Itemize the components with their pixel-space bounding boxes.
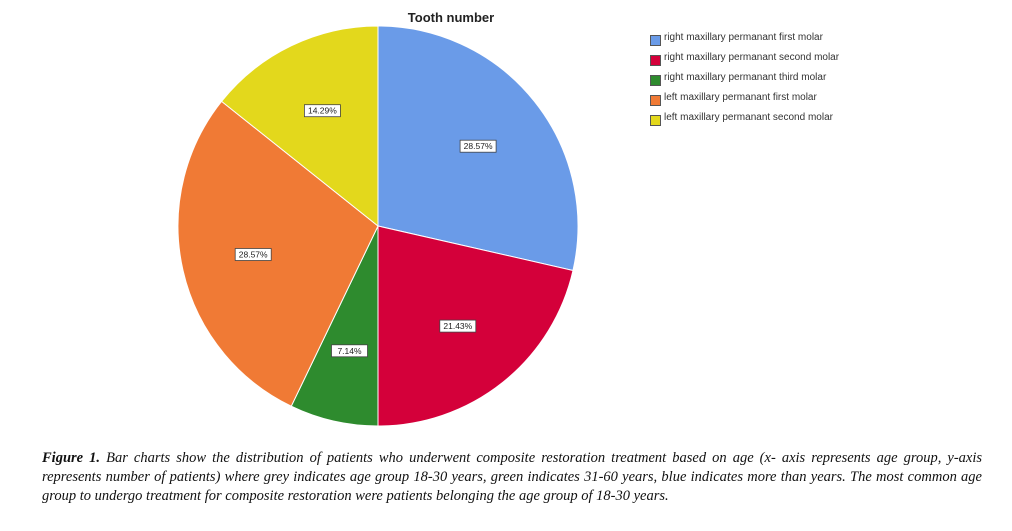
slice-data-label: 14.29% <box>303 104 341 118</box>
legend-item: right maxillary permanant first molar <box>650 33 850 46</box>
slice-label-text: 14.29% <box>308 106 337 116</box>
slice-label-text: 28.57% <box>464 141 493 151</box>
legend-swatch <box>650 35 661 46</box>
slice-data-label: 28.57% <box>234 248 272 261</box>
legend-label: right maxillary permanant second molar <box>664 52 840 63</box>
slice-data-label: 28.57% <box>459 139 497 153</box>
slice-label-box <box>234 248 272 261</box>
pie-slice <box>177 100 379 407</box>
pie-slice <box>220 25 379 228</box>
legend-item: left maxillary permanant second molar <box>650 113 850 126</box>
legend-swatch <box>650 75 661 86</box>
slice-data-label: 7.14% <box>331 344 368 358</box>
legend-label: left maxillary permanant first molar <box>664 92 817 103</box>
slice-label-box <box>331 344 368 358</box>
slice-label-box <box>459 139 497 153</box>
legend-item: right maxillary permanant second molar <box>650 53 850 66</box>
slice-label-text: 7.14% <box>337 346 362 356</box>
legend-label: left maxillary permanant second molar <box>664 112 833 123</box>
slice-label-box <box>303 104 341 118</box>
legend-item: left maxillary permanant first molar <box>650 93 850 106</box>
slice-label-text: 21.43% <box>443 321 472 331</box>
legend-swatch <box>650 115 661 126</box>
figure-caption-text: Bar charts show the distribution of pati… <box>42 450 983 504</box>
pie-chart: Tooth number 28.57% 21.43% 7.14% 28.57% 14.2… <box>177 10 579 427</box>
legend-swatch <box>650 95 661 106</box>
slice-data-label: 21.43% <box>439 319 477 333</box>
legend-swatch <box>650 55 661 66</box>
figure-caption: Figure 1. Bar charts show the distributi… <box>42 449 982 506</box>
legend-label: right maxillary permanant first molar <box>664 32 823 43</box>
slice-label-box <box>439 319 477 333</box>
chart-title: Tooth number <box>408 10 494 25</box>
figure-label: Figure 1. <box>42 450 101 466</box>
slice-label-text: 28.57% <box>239 250 268 260</box>
legend-item: right maxillary permanant third molar <box>650 73 850 86</box>
legend-label: right maxillary permanant third molar <box>664 72 827 83</box>
chart-legend: right maxillary permanant first molar ri… <box>650 33 850 133</box>
